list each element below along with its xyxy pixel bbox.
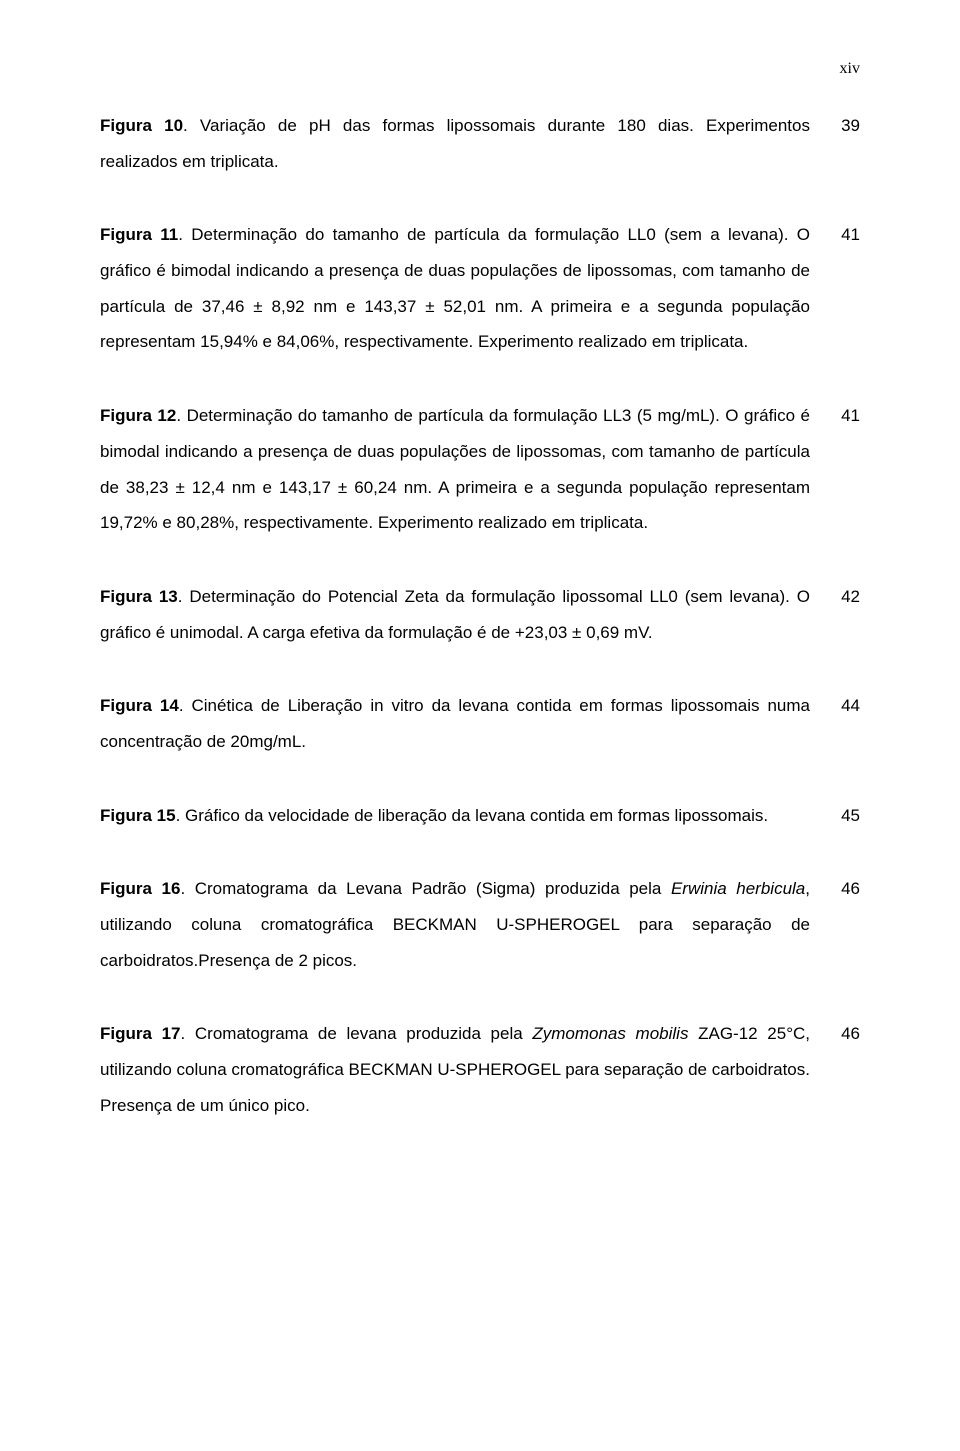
figure-text: . Variação de pH das formas lipossomais … xyxy=(100,116,810,171)
figure-entry-body: Figura 16. Cromatograma da Levana Padrão… xyxy=(100,871,860,978)
figure-entry: Figura 14. Cinética de Liberação in vitr… xyxy=(100,688,860,759)
figure-entry-body: Figura 13. Determinação do Potencial Zet… xyxy=(100,579,860,650)
figure-label: Figura 17 xyxy=(100,1024,181,1043)
figure-page-number: 41 xyxy=(841,398,860,434)
figure-label: Figura 13 xyxy=(100,587,178,606)
figure-label: Figura 10 xyxy=(100,116,183,135)
figure-label: Figura 12 xyxy=(100,406,176,425)
figure-page-number: 39 xyxy=(841,108,860,144)
figure-italic-text: Erwinia herbicula xyxy=(671,879,805,898)
figure-page-number: 46 xyxy=(841,1016,860,1052)
figure-list-container: Figura 10. Variação de pH das formas lip… xyxy=(100,108,860,1123)
figure-page-number: 42 xyxy=(841,579,860,615)
figure-text: . Cromatograma da Levana Padrão (Sigma) … xyxy=(180,879,671,898)
figure-page-number: 44 xyxy=(841,688,860,724)
figure-entry-body: Figura 11. Determinação do tamanho de pa… xyxy=(100,217,860,360)
figure-entry-body: Figura 14. Cinética de Liberação in vitr… xyxy=(100,688,860,759)
figure-entry: Figura 15. Gráfico da velocidade de libe… xyxy=(100,798,860,834)
figure-text: . Determinação do tamanho de partícula d… xyxy=(100,225,810,351)
figure-text: . Cromatograma de levana produzida pela xyxy=(181,1024,533,1043)
figure-text: . Determinação do tamanho de partícula d… xyxy=(100,406,810,532)
figure-entry: Figura 16. Cromatograma da Levana Padrão… xyxy=(100,871,860,978)
figure-entry: Figura 11. Determinação do tamanho de pa… xyxy=(100,217,860,360)
figure-italic-text: Zymomonas mobilis xyxy=(532,1024,688,1043)
figure-entry: Figura 10. Variação de pH das formas lip… xyxy=(100,108,860,179)
figure-entry: Figura 12. Determinação do tamanho de pa… xyxy=(100,398,860,541)
page-number-header: xiv xyxy=(100,60,860,78)
figure-entry-body: Figura 12. Determinação do tamanho de pa… xyxy=(100,398,860,541)
figure-label: Figura 11 xyxy=(100,225,178,244)
figure-entry-body: Figura 17. Cromatograma de levana produz… xyxy=(100,1016,860,1123)
figure-entry-body: Figura 15. Gráfico da velocidade de libe… xyxy=(100,798,860,834)
figure-text: . Gráfico da velocidade de liberação da … xyxy=(176,806,769,825)
figure-entry: Figura 13. Determinação do Potencial Zet… xyxy=(100,579,860,650)
figure-text: . Determinação do Potencial Zeta da form… xyxy=(100,587,810,642)
figure-text: . Cinética de Liberação in vitro da leva… xyxy=(100,696,810,751)
figure-page-number: 41 xyxy=(841,217,860,253)
figure-label: Figura 16 xyxy=(100,879,180,898)
figure-label: Figura 14 xyxy=(100,696,179,715)
figure-entry-body: Figura 10. Variação de pH das formas lip… xyxy=(100,108,860,179)
figure-entry: Figura 17. Cromatograma de levana produz… xyxy=(100,1016,860,1123)
figure-page-number: 45 xyxy=(841,798,860,834)
figure-label: Figura 15 xyxy=(100,806,176,825)
figure-page-number: 46 xyxy=(841,871,860,907)
